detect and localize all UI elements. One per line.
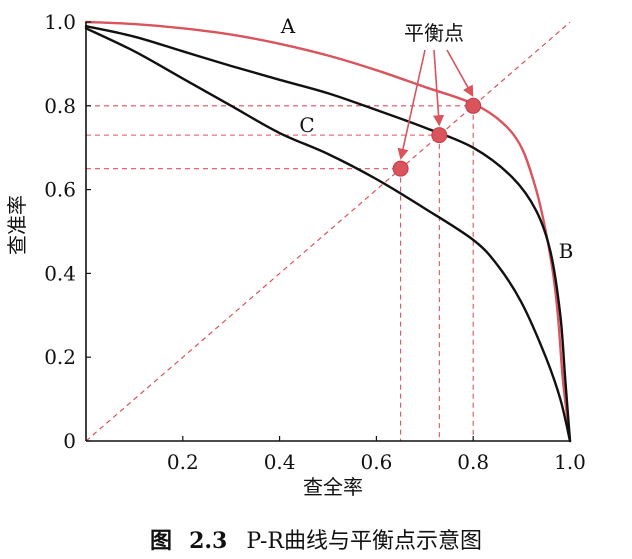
curve-label-c: C (299, 113, 314, 137)
axes (85, 22, 570, 442)
break-even-point (431, 127, 448, 144)
x-tick-label: 1.0 (554, 450, 586, 474)
caption-number: 2.3 (189, 528, 227, 554)
break-even-points (392, 97, 482, 177)
x-tick-label: 0.4 (264, 450, 296, 474)
break-even-arrow (397, 49, 426, 160)
curve-label-a: A (280, 14, 296, 38)
y-axis-label: 查准率 (5, 195, 29, 255)
break-even-arrow (446, 49, 474, 98)
break-even-point (392, 160, 409, 177)
x-tick-label: 0.6 (360, 450, 392, 474)
curve-a (84, 20, 572, 443)
y-tick-label: 0 (63, 429, 76, 453)
caption-prefix: 图 (150, 528, 172, 554)
caption-text: P-R曲线与平衡点示意图 (246, 529, 482, 554)
y-tick-label: 0.8 (44, 94, 76, 118)
y-tick-label: 0.2 (44, 345, 76, 369)
tick-labels: 0.2 0.4 0.6 0.8 1.0 0 0.2 0.4 0.6 0.8 1.0 (44, 10, 586, 474)
curve-b (84, 24, 572, 443)
figure-caption: 图 2.3 P-R曲线与平衡点示意图 (150, 528, 482, 554)
break-even-label: 平衡点 (404, 21, 464, 45)
x-tick-label: 0.2 (167, 450, 199, 474)
curve-c (84, 27, 572, 443)
x-tick-label: 0.8 (457, 450, 489, 474)
curve-label-b: B (559, 239, 574, 263)
curves (84, 20, 572, 443)
break-even-arrow (432, 49, 445, 127)
diagonal-guide-line (85, 21, 571, 442)
y-tick-label: 0.4 (44, 261, 76, 285)
y-tick-label: 0.6 (44, 178, 76, 202)
x-axis-label: 查全率 (303, 475, 363, 499)
guide-lines (85, 21, 571, 442)
annotations: A B C 平衡点 (280, 14, 574, 263)
y-tick-label: 1.0 (44, 10, 76, 34)
break-even-point (465, 97, 482, 114)
